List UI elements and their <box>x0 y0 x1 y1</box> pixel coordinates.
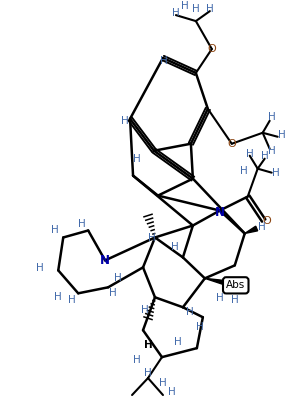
Text: H: H <box>216 293 224 303</box>
Text: H: H <box>51 226 59 236</box>
Text: N: N <box>215 206 225 219</box>
Text: H: H <box>121 116 129 126</box>
Text: H: H <box>37 263 44 273</box>
Text: H: H <box>133 355 141 365</box>
Text: H: H <box>141 305 149 315</box>
Text: H: H <box>68 295 76 305</box>
Text: H: H <box>168 387 176 397</box>
Text: H: H <box>160 56 168 66</box>
Text: H: H <box>172 8 180 18</box>
Text: H: H <box>268 146 275 156</box>
Text: H: H <box>181 1 189 11</box>
Text: H: H <box>240 166 248 176</box>
Text: H: H <box>206 4 214 14</box>
Text: H: H <box>186 307 194 317</box>
Text: H: H <box>268 112 275 122</box>
Text: H: H <box>174 337 182 347</box>
Text: H: H <box>171 242 179 252</box>
Text: H: H <box>261 151 268 161</box>
Text: O: O <box>227 139 236 149</box>
Polygon shape <box>205 278 228 286</box>
Text: H: H <box>246 149 254 159</box>
Text: Abs: Abs <box>226 280 246 290</box>
Text: H: H <box>133 154 141 164</box>
Text: O: O <box>262 216 271 226</box>
Text: H: H <box>159 378 167 388</box>
Text: O: O <box>207 44 216 54</box>
Text: H: H <box>258 222 265 232</box>
Text: H: H <box>144 340 153 350</box>
Text: H: H <box>109 288 117 298</box>
Text: N: N <box>100 254 110 267</box>
Text: H: H <box>114 273 122 283</box>
Text: H: H <box>148 234 156 244</box>
Text: H: H <box>78 218 86 228</box>
Text: H: H <box>144 368 152 378</box>
Text: H: H <box>54 292 62 302</box>
Text: H: H <box>192 4 200 14</box>
Text: H: H <box>231 295 239 305</box>
Text: H: H <box>272 168 280 178</box>
Text: H: H <box>196 322 204 332</box>
Text: H: H <box>278 130 285 140</box>
Polygon shape <box>245 226 258 234</box>
